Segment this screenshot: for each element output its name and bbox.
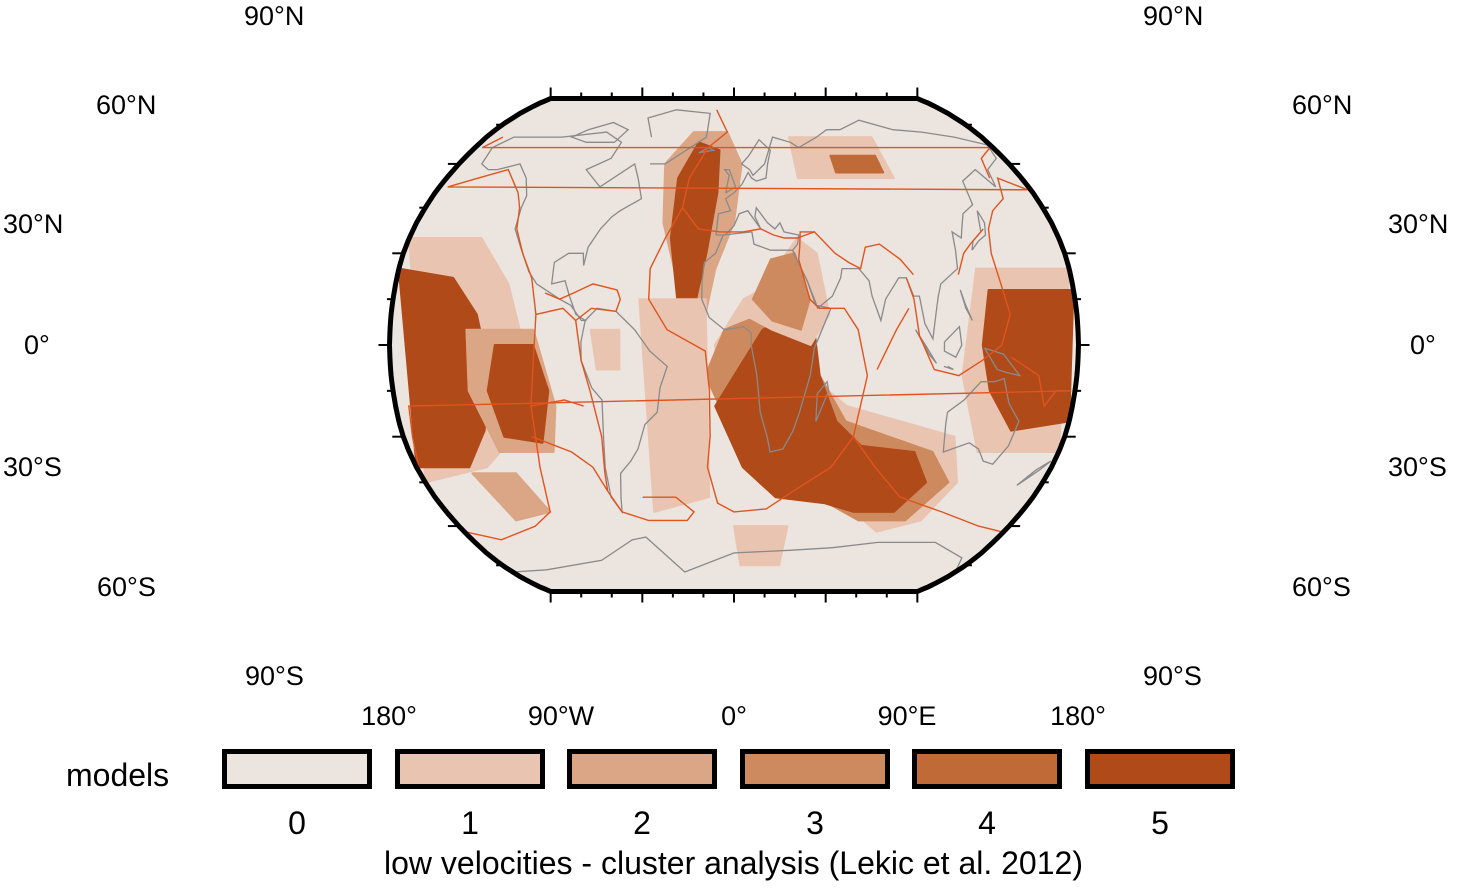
coastline-segment-5 bbox=[942, 377, 1020, 465]
coastline-segment-1 bbox=[580, 307, 668, 515]
lon-label-90w: 90°W bbox=[527, 701, 595, 731]
legend-title: models bbox=[66, 757, 170, 793]
coastline-segment-14 bbox=[1016, 460, 1052, 486]
lat-label-90n-left: 90°N bbox=[244, 1, 305, 31]
coastline-segment-16 bbox=[569, 121, 630, 143]
lat-label-90s-right: 90°S bbox=[1143, 661, 1202, 691]
plate-boundary-12 bbox=[681, 207, 720, 233]
coastline-segment-17 bbox=[959, 289, 973, 321]
coastline-segment-2 bbox=[647, 109, 711, 165]
plate-boundary-9 bbox=[798, 231, 815, 260]
legend-label-4: 4 bbox=[978, 805, 996, 841]
coastline-segment-10 bbox=[984, 347, 1022, 377]
anomaly-cluster-11 bbox=[829, 154, 885, 174]
lat-label-60n-right: 60°N bbox=[1292, 90, 1353, 120]
coastline-segment-3 bbox=[715, 119, 998, 342]
legend-swatch-2 bbox=[567, 749, 717, 789]
plate-boundary-2 bbox=[852, 436, 1001, 533]
plate-boundary-1 bbox=[792, 259, 869, 492]
anomaly-cluster-19 bbox=[589, 328, 621, 371]
lon-label-180-west: 180° bbox=[361, 701, 417, 731]
axis-ticks bbox=[378, 87, 1090, 603]
lat-label-0-left: 0° bbox=[24, 330, 50, 360]
plate-boundary-13 bbox=[530, 399, 584, 407]
legend-label-2: 2 bbox=[633, 805, 651, 841]
lat-label-60s-left: 60°S bbox=[97, 572, 156, 602]
lat-label-0-right: 0° bbox=[1410, 330, 1436, 360]
legend-label-5: 5 bbox=[1151, 805, 1169, 841]
plate-boundaries bbox=[408, 109, 1072, 541]
plate-boundary-0 bbox=[647, 109, 794, 513]
anomaly-cluster-9 bbox=[733, 525, 789, 567]
legend-swatch-3 bbox=[740, 749, 890, 789]
lat-label-60s-right: 60°S bbox=[1292, 572, 1351, 602]
lat-label-90s-left: 90°S bbox=[245, 661, 304, 691]
world-map bbox=[378, 87, 1090, 603]
anomaly-cluster-8 bbox=[638, 298, 711, 513]
plate-boundary-6 bbox=[535, 307, 609, 492]
legend-label-3: 3 bbox=[806, 805, 824, 841]
legend-swatch-0 bbox=[222, 749, 372, 789]
lat-label-30n-left: 30°N bbox=[3, 209, 64, 239]
plate-boundary-5 bbox=[531, 436, 695, 522]
coastline-segment-13 bbox=[815, 380, 830, 422]
legend-label-0: 0 bbox=[288, 805, 306, 841]
plate-boundary-10 bbox=[408, 356, 1072, 474]
map-caption: low velocities - cluster analysis (Lekic… bbox=[384, 845, 1083, 881]
coastline-segment-0 bbox=[480, 131, 643, 322]
coastline-segment-4 bbox=[701, 231, 832, 453]
lat-label-60n-left: 60°N bbox=[96, 90, 157, 120]
coastline-segment-9 bbox=[943, 325, 963, 359]
plate-boundary-8 bbox=[719, 228, 914, 276]
legend-label-1: 1 bbox=[461, 805, 479, 841]
legend-swatch-5 bbox=[1085, 749, 1235, 789]
lon-label-90e: 90°E bbox=[877, 701, 937, 731]
lat-label-30s-right: 30°S bbox=[1388, 452, 1447, 482]
lat-label-30s-left: 30°S bbox=[3, 452, 62, 482]
legend-swatch-1 bbox=[395, 749, 545, 789]
lon-label-0: 0° bbox=[721, 701, 747, 731]
plate-boundary-3 bbox=[464, 192, 551, 541]
coastline-segment-8 bbox=[943, 365, 954, 371]
coastlines bbox=[480, 109, 1052, 573]
lon-label-180-east: 180° bbox=[1050, 701, 1106, 731]
coastline-segment-6 bbox=[512, 536, 963, 573]
plate-boundary-14 bbox=[876, 307, 910, 370]
plate-boundary-4 bbox=[447, 168, 1028, 377]
plate-boundary-15 bbox=[957, 228, 984, 275]
lat-label-30n-right: 30°N bbox=[1388, 209, 1449, 239]
low-velocity-clusters bbox=[397, 131, 1075, 567]
plate-boundary-7 bbox=[544, 283, 622, 322]
legend-swatch-4 bbox=[912, 749, 1062, 789]
lat-label-90n-right: 90°N bbox=[1143, 1, 1204, 31]
